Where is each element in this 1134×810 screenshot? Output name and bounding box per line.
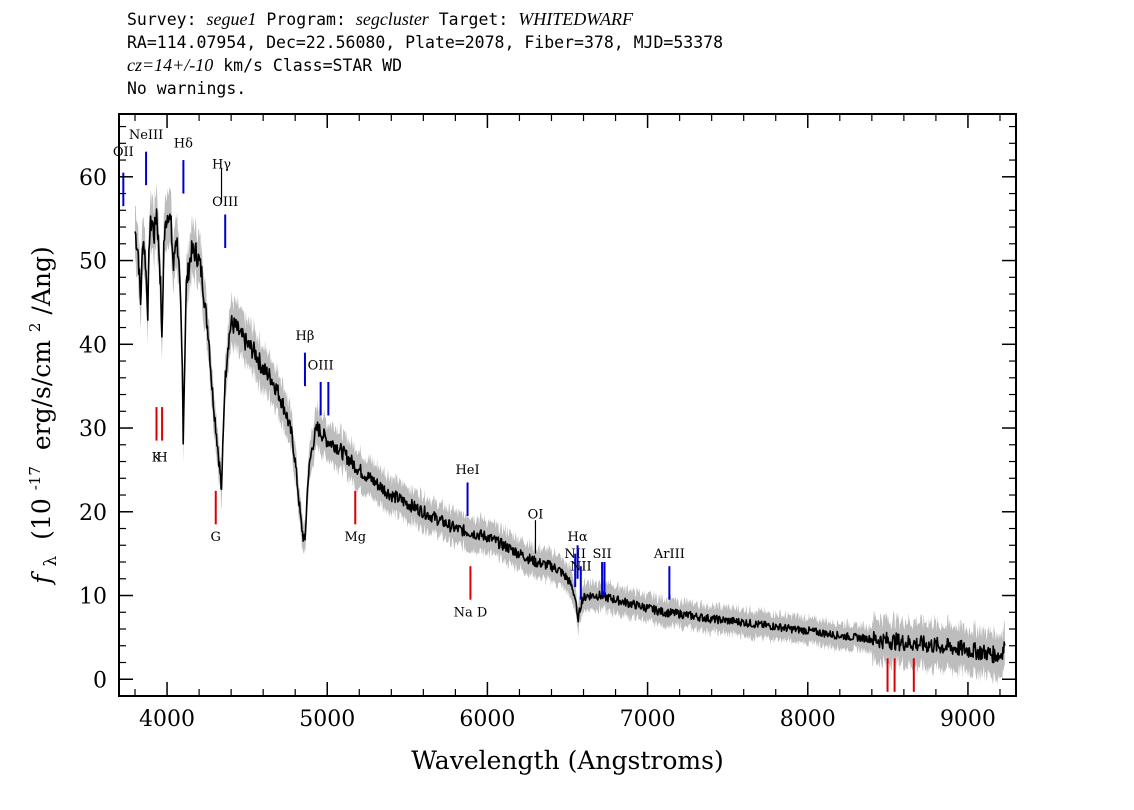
y-axis-symbol: f xyxy=(27,571,56,586)
y-tick-label: 30 xyxy=(79,417,107,442)
y-tick-label: 50 xyxy=(79,250,107,275)
y-tick-label: 60 xyxy=(79,166,107,191)
x-tick-label: 7000 xyxy=(620,707,676,732)
line-marker-label-15: ArIII xyxy=(653,547,685,562)
cz-rest: km/s Class=STAR WD xyxy=(223,56,403,75)
program-label: Program: xyxy=(266,10,346,29)
y-axis-units-prefix: (10 xyxy=(27,498,56,540)
header-line-3: cz=14+/-10 km/s Class=STAR WD xyxy=(127,54,723,77)
axis-ticks: 4000 5000 6000 7000 8000 9000 0 10 20 30 40 50 60 xyxy=(79,114,1016,732)
y-axis-exponent-2: 2 xyxy=(26,323,44,333)
x-axis-title: Wavelength (Angstroms) xyxy=(411,746,723,775)
y-tick-label: 10 xyxy=(79,585,107,610)
line-marker-label-1: NeIII xyxy=(129,128,163,143)
line-marker-label-9: OI xyxy=(528,507,544,522)
x-tick-label: 5000 xyxy=(299,707,355,732)
line-marker-label-13: SII xyxy=(593,547,612,562)
cz-value: cz=14+/-10 xyxy=(127,55,214,75)
spectrum-line-layer xyxy=(134,208,1006,664)
y-axis-exponent: -17 xyxy=(26,466,44,490)
x-tick-label: 4000 xyxy=(139,707,195,732)
x-tick-label: 6000 xyxy=(459,707,515,732)
line-marker-label-16: K xyxy=(152,451,162,466)
line-marker-label-0: OII xyxy=(113,145,134,160)
plot-frame xyxy=(118,113,1017,697)
survey-value: segue1 xyxy=(206,9,257,29)
program-value: segcluster xyxy=(355,9,429,29)
line-marker-label-5: Hβ xyxy=(296,329,315,344)
flux-series-line xyxy=(134,208,1006,664)
y-axis-title: f λ (10 -17 erg/s/cm 2 /Ang) xyxy=(17,246,62,586)
flux-error-band xyxy=(135,182,1005,686)
y-axis-subscript: λ xyxy=(41,556,61,567)
line-marker-label-19: Mg xyxy=(344,530,366,545)
warnings-text: No warnings. xyxy=(127,79,247,98)
line-marker-label-11: Hα xyxy=(568,530,588,545)
y-tick-label: 20 xyxy=(79,501,107,526)
y-tick-label: 40 xyxy=(79,333,107,358)
header-line-2: RA=114.07954, Dec=22.56080, Plate=2078, … xyxy=(127,33,724,52)
line-marker-label-3: Hγ xyxy=(212,157,231,172)
target-label: Target: xyxy=(438,10,509,29)
line-marker-label-20: Na D xyxy=(454,605,488,620)
line-marker-label-12: NII xyxy=(570,559,592,574)
target-value: WHITEDWARF xyxy=(518,9,633,29)
line-marker-label-17: H xyxy=(156,451,167,466)
y-axis-units-middle: erg/s/cm xyxy=(27,340,56,450)
y-axis-units-suffix: /Ang) xyxy=(27,246,56,314)
spectrum-header: Survey: segue1 Program: segcluster Targe… xyxy=(127,8,723,100)
survey-label: Survey: xyxy=(127,10,197,29)
x-tick-label: 8000 xyxy=(780,707,836,732)
line-marker-label-10: NII xyxy=(564,547,586,562)
y-tick-label: 0 xyxy=(93,668,107,693)
x-tick-label: 9000 xyxy=(940,707,996,732)
line-marker-label-18: G xyxy=(211,530,221,545)
line-marker-label-2: Hδ xyxy=(174,136,193,151)
header-line-1: Survey: segue1 Program: segcluster Targe… xyxy=(127,8,723,31)
line-marker-label-6: OIII xyxy=(308,358,334,373)
error-band-layer xyxy=(135,182,1005,686)
line-marker-label-4: OIII xyxy=(212,195,238,210)
line-marker-label-8: HeI xyxy=(455,463,479,478)
